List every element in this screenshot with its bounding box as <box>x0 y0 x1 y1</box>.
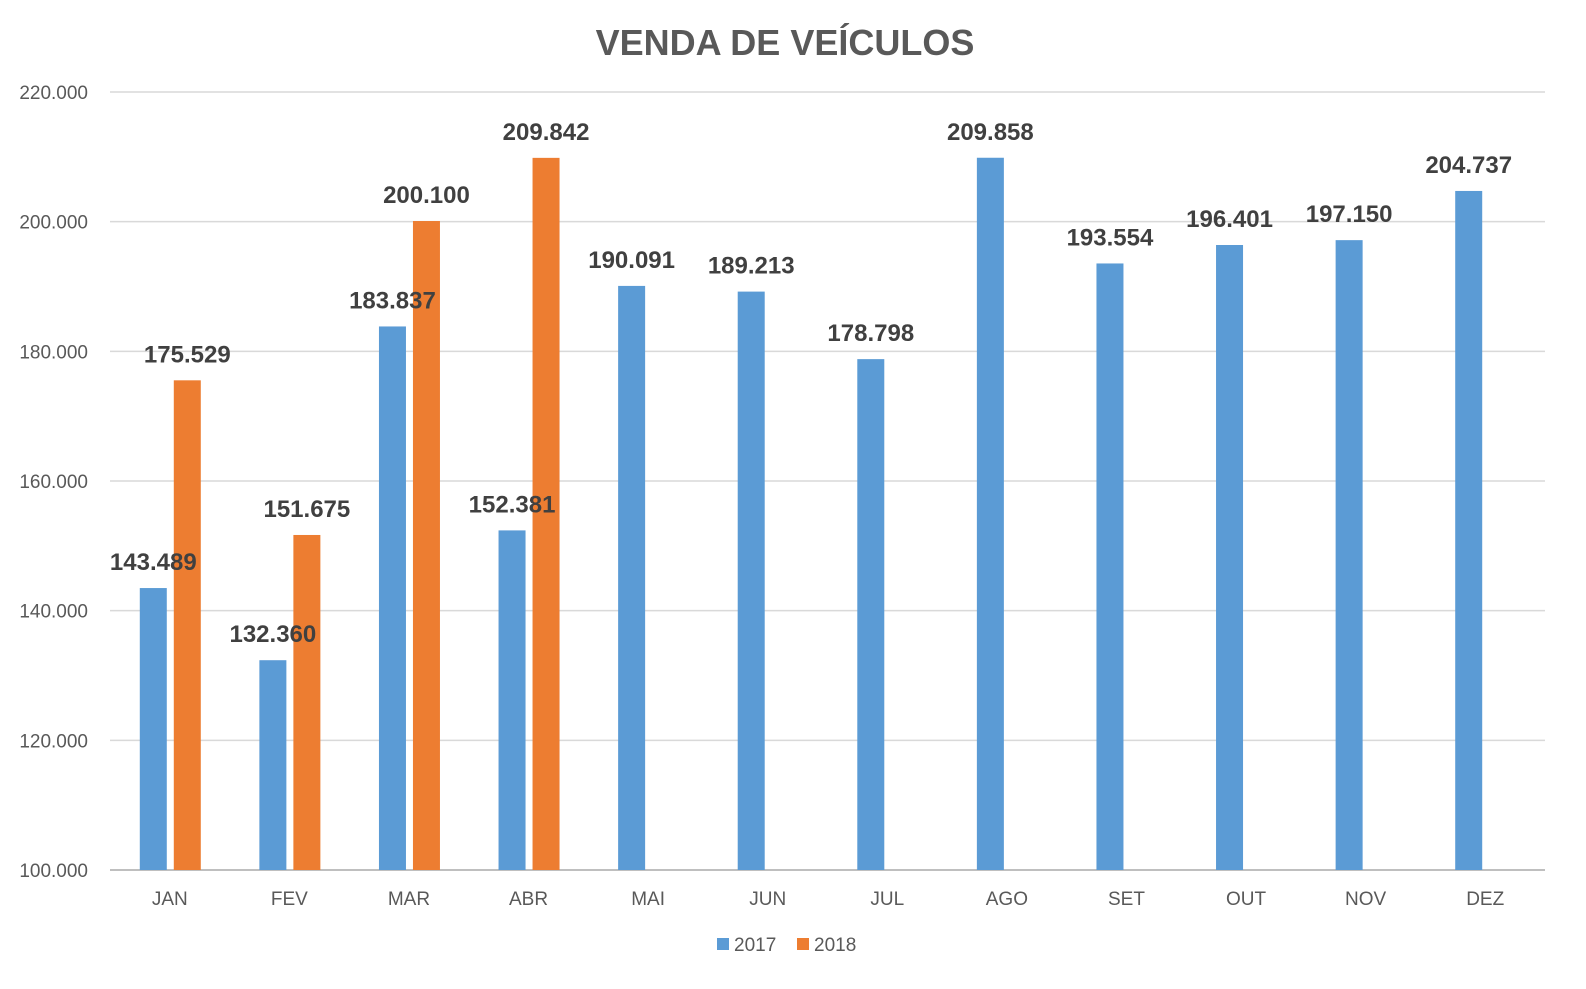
bar-2017-fev <box>259 660 287 870</box>
bar-2017-abr <box>498 530 526 870</box>
bar-2017-out <box>1216 245 1244 870</box>
legend: 2017 2018 <box>717 935 856 956</box>
data-label: 190.091 <box>588 247 675 274</box>
bar-2017-jul <box>857 359 885 870</box>
data-label: 189.213 <box>708 253 795 280</box>
x-axis: JAN FEV MAR ABR MAI JUN JUL AGO SET OUT NOV DEZ <box>152 889 1505 910</box>
data-label: 175.529 <box>144 341 231 368</box>
legend-label: 2018 <box>814 935 856 956</box>
bar-2017-mar <box>378 326 406 870</box>
bar-2017-dez <box>1455 190 1483 870</box>
bars <box>139 157 1483 871</box>
data-label: 209.858 <box>947 119 1034 146</box>
x-tick-label: DEZ <box>1466 889 1504 910</box>
x-tick-label: MAR <box>388 889 430 910</box>
data-label: 183.837 <box>349 287 436 314</box>
data-label: 200.100 <box>383 182 470 209</box>
y-axis: 100.000 120.000 140.000 160.000 180.000 200.0… <box>19 83 88 882</box>
y-tick-label: 120.000 <box>19 731 88 752</box>
y-tick-label: 100.000 <box>19 861 88 882</box>
y-tick-label: 200.000 <box>19 213 88 234</box>
x-tick-label: FEV <box>271 889 308 910</box>
x-tick-label: AGO <box>986 889 1028 910</box>
x-tick-label: MAI <box>631 889 665 910</box>
y-tick-label: 140.000 <box>19 602 88 623</box>
data-label: 193.554 <box>1067 224 1154 251</box>
legend-label: 2017 <box>734 935 776 956</box>
bar-2018-jan <box>173 380 201 870</box>
data-label: 152.381 <box>469 491 556 518</box>
bar-2018-mar <box>412 221 440 871</box>
chart-title: VENDA DE VEÍCULOS <box>596 22 975 63</box>
y-tick-label: 220.000 <box>19 83 88 104</box>
x-tick-label: JUN <box>749 889 786 910</box>
data-label: 178.798 <box>827 320 914 347</box>
y-tick-label: 160.000 <box>19 472 88 493</box>
x-tick-label: ABR <box>509 889 548 910</box>
x-tick-label: SET <box>1108 889 1145 910</box>
x-tick-label: NOV <box>1345 889 1387 910</box>
data-labels: 143.489 175.529 132.360 151.675 183.837 200.1… <box>110 119 1512 648</box>
data-label: 151.675 <box>263 496 350 523</box>
bar-2017-jun <box>737 291 765 870</box>
x-tick-label: JAN <box>152 889 188 910</box>
bar-2017-ago <box>976 157 1004 870</box>
data-label: 132.360 <box>229 621 316 648</box>
bar-2017-set <box>1096 263 1124 870</box>
data-label: 196.401 <box>1186 206 1273 233</box>
bar-2017-jan <box>139 588 167 870</box>
bar-2018-fev <box>293 534 321 870</box>
bar-2017-nov <box>1335 240 1363 870</box>
data-label: 197.150 <box>1306 201 1393 228</box>
bar-2018-abr <box>532 157 560 871</box>
data-label: 143.489 <box>110 549 197 576</box>
bar-2017-mai <box>618 285 646 870</box>
y-tick-label: 180.000 <box>19 342 88 363</box>
legend-swatch-2017 <box>717 938 729 950</box>
x-tick-label: JUL <box>870 889 904 910</box>
data-label: 209.842 <box>503 119 590 146</box>
legend-swatch-2018 <box>797 938 809 950</box>
gridlines <box>110 91 1545 871</box>
data-label: 204.737 <box>1425 152 1512 179</box>
x-tick-label: OUT <box>1226 889 1267 910</box>
